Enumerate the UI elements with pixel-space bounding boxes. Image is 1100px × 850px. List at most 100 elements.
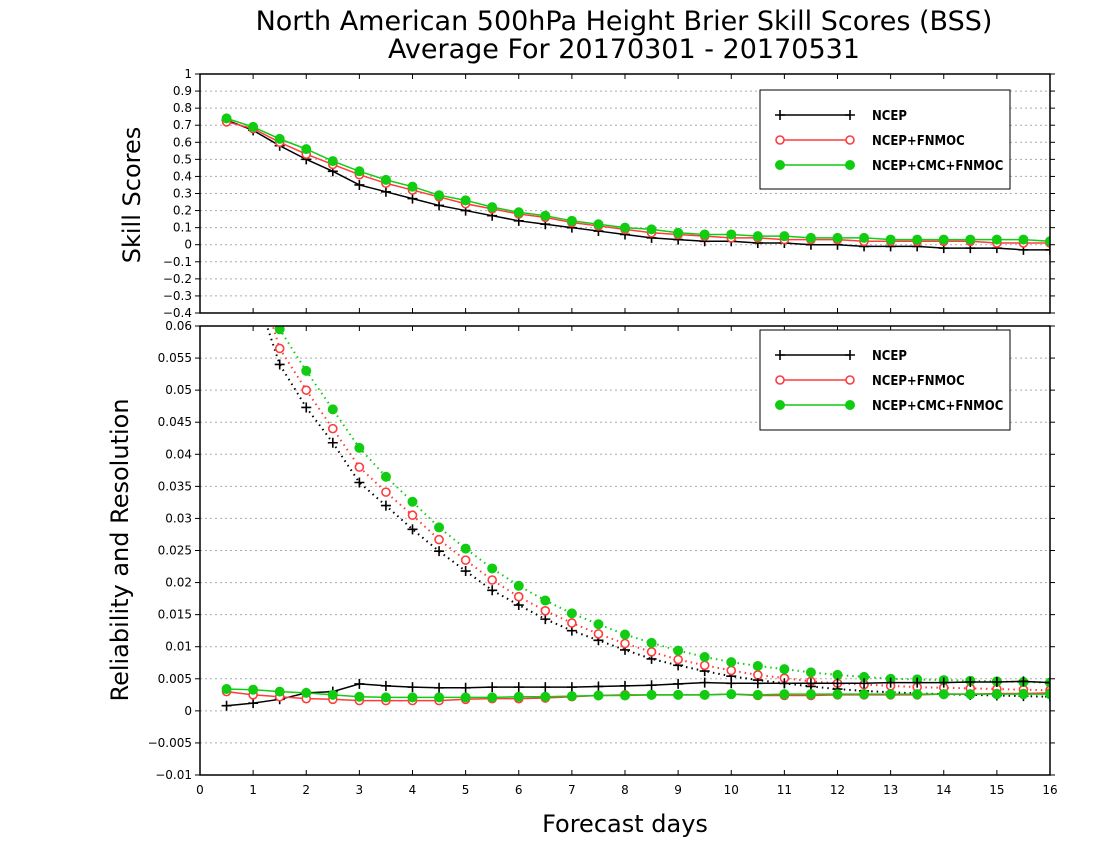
x-tick-label: 12: [830, 783, 845, 797]
data-point: [407, 682, 418, 693]
series-ncep-reliability: [221, 676, 1050, 711]
data-point: [354, 179, 365, 190]
skill-legend: NCEP NCEP+FNMOC NCEP+CMC+FNMOC: [759, 89, 1011, 190]
data-point: [885, 689, 896, 700]
data-point: [991, 689, 1002, 700]
data-point: [327, 689, 338, 700]
relres-y-axis-label: Reliability and Resolution: [106, 398, 134, 701]
x-tick-label: 3: [356, 783, 364, 797]
data-point: [593, 681, 604, 692]
x-tick-label: 13: [883, 783, 898, 797]
data-point: [832, 232, 843, 243]
data-point: [726, 657, 737, 668]
legend-entry: NCEP: [775, 109, 907, 124]
data-point: [460, 566, 471, 577]
data-point: [566, 215, 577, 226]
data-point: [460, 555, 471, 565]
data-point: [593, 219, 604, 230]
data-point: [912, 234, 923, 245]
data-point: [407, 181, 418, 192]
data-point: [380, 500, 391, 511]
data-point: [460, 195, 471, 206]
data-point: [487, 692, 498, 703]
data-point: [381, 487, 391, 497]
legend-marker-end: [845, 110, 855, 120]
data-point: [779, 678, 790, 689]
data-point: [1045, 236, 1050, 247]
relres-series: [221, 326, 1050, 711]
skill-y-ticks: 1 0.9 0.8 0.7 0.6 0.5 0.4 0.3 0.2 0.1 0 −0.1 −0.2 −0.…: [163, 67, 1055, 320]
data-point: [752, 678, 763, 689]
data-point: [593, 629, 604, 639]
data-point: [832, 678, 843, 689]
data-point: [1045, 244, 1050, 255]
legend-marker-start: [775, 160, 785, 170]
data-point: [620, 222, 630, 233]
data-point: [938, 677, 949, 688]
data-point: [1018, 689, 1029, 700]
x-tick-label: 4: [409, 783, 417, 797]
data-point: [248, 684, 259, 695]
y-tick-label: 0.3: [173, 187, 192, 201]
relres-panel-frame: [199, 325, 1051, 776]
series-line: [271, 326, 1050, 692]
data-point: [327, 404, 338, 415]
data-point: [513, 580, 524, 591]
y-tick-label: 0.04: [165, 447, 192, 461]
data-point: [779, 664, 790, 675]
y-tick-label: 0.025: [158, 544, 192, 558]
legend-label: NCEP: [872, 349, 907, 364]
data-point: [912, 677, 923, 688]
data-point: [513, 591, 524, 602]
data-point: [540, 682, 551, 693]
data-point: [380, 471, 391, 482]
data-point: [274, 326, 285, 335]
data-point: [327, 437, 338, 448]
x-tick-label: 16: [1042, 783, 1057, 797]
data-point: [885, 677, 896, 688]
x-tick-label: 10: [724, 783, 739, 797]
data-point: [885, 234, 896, 245]
data-point: [380, 680, 391, 691]
data-point: [593, 690, 604, 701]
chart-title-line2: Average For 20170301 - 20170531: [388, 34, 860, 65]
y-tick-label: 0.015: [158, 608, 192, 622]
y-tick-label: −0.2: [163, 272, 192, 286]
x-tick-label: 5: [462, 783, 470, 797]
x-axis-ticks: 0 1 2 3 4 5 6 7 8 9 10 11 12 13 14 15 16: [196, 783, 1057, 797]
data-point: [540, 210, 551, 221]
data-point: [566, 608, 577, 619]
y-tick-label: −0.01: [155, 768, 192, 782]
data-point: [487, 575, 497, 585]
data-point: [673, 678, 684, 689]
data-point: [753, 670, 763, 680]
legend-entry: NCEP+CMC+FNMOC: [775, 159, 1003, 174]
data-point: [434, 546, 445, 557]
legend-entry: NCEP+FNMOC: [775, 134, 965, 149]
data-point: [752, 689, 763, 700]
data-point: [726, 665, 737, 676]
y-tick-label: 0.05: [165, 383, 192, 397]
skill-series: [221, 113, 1050, 255]
data-point: [938, 689, 949, 700]
y-tick-label: 0.035: [158, 479, 192, 493]
x-tick-label: 6: [515, 783, 523, 797]
y-tick-label: 1: [184, 67, 192, 81]
data-point: [487, 202, 498, 213]
data-point: [221, 700, 232, 711]
y-tick-label: 0.055: [158, 351, 192, 365]
data-point: [673, 645, 684, 656]
legend-entry: NCEP+FNMOC: [775, 374, 965, 389]
data-point: [407, 193, 418, 204]
data-point: [726, 678, 737, 689]
data-point: [407, 524, 418, 535]
data-point: [513, 682, 524, 693]
data-point: [380, 692, 391, 703]
data-point: [407, 496, 418, 507]
y-tick-label: −0.005: [148, 736, 192, 750]
data-point: [938, 234, 949, 245]
data-point: [434, 692, 445, 703]
data-point: [620, 690, 630, 701]
data-point: [912, 689, 923, 700]
data-point: [221, 684, 232, 695]
